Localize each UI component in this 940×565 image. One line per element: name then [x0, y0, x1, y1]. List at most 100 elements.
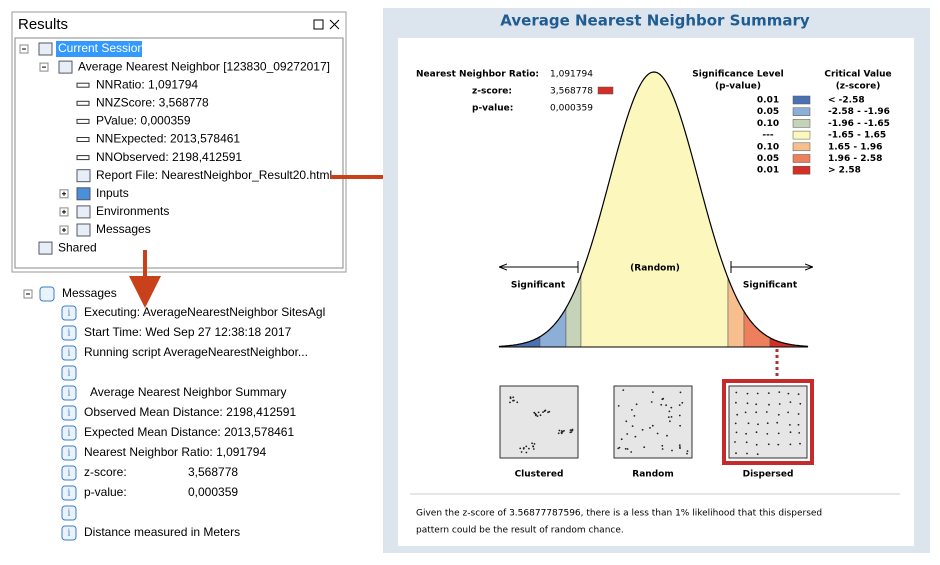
tree-icon [38, 42, 53, 56]
legend-header: (z-score) [836, 82, 881, 92]
point [641, 428, 644, 431]
legend-swatch [792, 130, 811, 140]
msg-icon [39, 286, 55, 302]
message-label: p-value: [84, 485, 127, 499]
legend-swatch [792, 165, 811, 175]
msg-icon [61, 345, 77, 361]
point [536, 415, 539, 417]
title-bar [13, 13, 345, 37]
point [766, 433, 769, 435]
point [679, 424, 681, 427]
msg-icon [61, 405, 77, 421]
point [643, 446, 646, 449]
tree-item[interactable]: PValue: 0,000359 [96, 114, 191, 128]
point [798, 432, 801, 434]
point [622, 389, 625, 391]
stat-value: 1,091794 [550, 70, 593, 80]
tree-item[interactable]: Environments [96, 204, 169, 218]
tree-item[interactable]: Report File: NearestNeighbor_Result20.ht… [96, 168, 332, 182]
point [558, 429, 561, 432]
tree: Current Session Average Nearest Neighbor … [19, 41, 332, 255]
point [649, 427, 651, 429]
point [789, 443, 792, 446]
legend-z: -1.65 - 1.65 [828, 131, 886, 141]
point [679, 391, 682, 394]
stat-label: p-value: [472, 104, 513, 114]
tree-icon [76, 223, 91, 237]
point [681, 401, 684, 404]
point [651, 424, 654, 427]
tree-item[interactable]: NNRatio: 1,091794 [96, 77, 198, 91]
msg-icon [61, 445, 77, 461]
point [734, 422, 737, 425]
msg-icon [61, 465, 77, 481]
message-line: Observed Mean Distance: 2198,412591 [84, 405, 296, 419]
point [756, 392, 759, 395]
point [531, 442, 533, 445]
stat-value: 0,000359 [550, 104, 593, 114]
point [777, 432, 780, 435]
tree-item[interactable]: Current Session [58, 41, 144, 55]
tree-item[interactable]: Shared [58, 240, 97, 254]
tree-icon [76, 187, 91, 201]
expander-sign [62, 228, 66, 232]
point [631, 425, 634, 427]
value-icon [76, 82, 90, 88]
point [736, 413, 739, 416]
report-title: Average Nearest Neighbor Summary [500, 12, 810, 30]
legend-swatch [792, 95, 811, 105]
tree-item[interactable]: NNZScore: 3,568778 [96, 95, 209, 109]
pattern-label: Dispersed [743, 470, 794, 480]
restore-button[interactable] [313, 19, 324, 30]
legend-swatch [792, 107, 811, 116]
point [618, 446, 621, 449]
tree-item[interactable]: Average Nearest Neighbor [123830_0927201… [78, 59, 330, 73]
message-line: Average Nearest Neighbor Summary [90, 385, 287, 399]
point [548, 410, 551, 413]
msg-icon-i: i [68, 429, 71, 439]
point [799, 442, 801, 445]
legend-p: --- [762, 131, 773, 141]
curve [498, 71, 812, 382]
pattern-box [613, 385, 693, 459]
point [513, 399, 515, 402]
point [570, 431, 573, 433]
legend-p: 0.10 [757, 142, 779, 152]
point [635, 403, 638, 406]
msg-icon-i: i [68, 509, 71, 519]
point [735, 391, 738, 394]
msg-icon [61, 485, 77, 501]
legend-z: 1.65 - 1.96 [828, 142, 882, 152]
tree-item[interactable]: Messages [96, 222, 151, 236]
close-button[interactable] [329, 19, 340, 30]
msg-icon [61, 325, 77, 341]
point [686, 450, 689, 452]
point [767, 392, 770, 394]
point [789, 431, 792, 434]
point [787, 411, 789, 414]
message-value: 0,000359 [188, 485, 238, 499]
point [746, 452, 748, 455]
label-left: Significant [511, 281, 566, 291]
point [789, 424, 791, 426]
tree-icon [38, 241, 53, 255]
point [745, 432, 747, 435]
point [560, 430, 563, 432]
point [563, 429, 565, 432]
tree-item[interactable]: NNObserved: 2198,412591 [96, 150, 242, 164]
point [768, 403, 770, 406]
tree-item[interactable]: NNExpected: 2013,578461 [96, 132, 240, 146]
point [539, 414, 542, 417]
point [625, 420, 628, 423]
point [678, 444, 681, 446]
point [557, 432, 560, 435]
msg-icon-i: i [68, 489, 71, 499]
point [735, 452, 737, 455]
stat-value: 3,568778 [550, 87, 593, 97]
message-line: Executing: AverageNearestNeighbor SitesA… [84, 305, 325, 319]
label-right: Significant [743, 281, 798, 291]
point [620, 438, 623, 441]
legend-p: 0.10 [757, 119, 779, 129]
tree-item[interactable]: Inputs [96, 186, 129, 200]
